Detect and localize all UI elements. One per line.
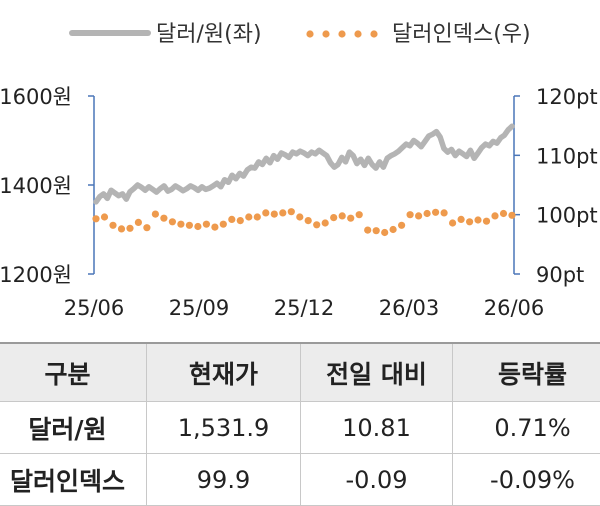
x-axis-tick-label: 25/09 — [169, 296, 230, 320]
dollar-index-point — [92, 215, 99, 222]
dollar-index-point — [441, 209, 448, 216]
column-header: 구분 — [0, 343, 147, 402]
dollar-index-point — [458, 216, 465, 223]
dollar-index-point — [194, 223, 201, 230]
right-axis-tick-label: 110pt — [536, 144, 598, 168]
dollar-index-point — [271, 211, 278, 218]
table-cell: 1,531.9 — [147, 402, 301, 454]
dollar-index-point — [228, 216, 235, 223]
dollar-index-point — [109, 222, 116, 229]
dollar-index-point — [407, 211, 414, 218]
dollar-index-point — [101, 213, 108, 220]
dollar-index-point — [356, 211, 363, 218]
table-cell: -0.09 — [301, 454, 453, 506]
dollar-index-point — [169, 218, 176, 225]
dollar-index-point — [339, 212, 346, 219]
dollar-index-point — [305, 217, 312, 224]
dollar-index-point — [466, 218, 473, 225]
dollar-index-point — [483, 218, 490, 225]
legend-dot — [370, 30, 377, 37]
column-header: 등락률 — [453, 343, 600, 402]
dollar-index-point — [118, 225, 125, 232]
legend-swatch-dollar-index — [306, 30, 377, 37]
dollar-index-point — [313, 221, 320, 228]
column-header: 현재가 — [147, 343, 301, 402]
exchange-rate-chart: 달러/원(좌) 달러인덱스(우) 1200원 1400원 1600원 90pt 100p… — [0, 0, 600, 340]
plot-area — [92, 126, 515, 236]
dollar-index-point — [152, 211, 159, 218]
left-axis-tick-label: 1200원 — [0, 263, 72, 287]
dollar-index-point — [211, 224, 218, 231]
table-cell: 10.81 — [301, 402, 453, 454]
dollar-index-point — [279, 209, 286, 216]
right-axis-tick-label: 90pt — [536, 263, 584, 287]
dollar-index-point — [500, 210, 507, 217]
dollar-index-point — [254, 213, 261, 220]
dollar-index-point — [160, 215, 167, 222]
dollar-index-point — [262, 209, 269, 216]
table-row: 달러인덱스 99.9 -0.09 -0.09% — [0, 454, 600, 506]
left-axis-tick-label: 1400원 — [0, 174, 72, 198]
dollar-index-point — [245, 213, 252, 220]
table-row: 달러/원 1,531.9 10.81 0.71% — [0, 402, 600, 454]
dollar-index-point — [373, 227, 380, 234]
dollar-index-point — [143, 224, 150, 231]
dollar-index-point — [474, 216, 481, 223]
dollar-index-point — [135, 219, 142, 226]
legend-dot — [338, 30, 345, 37]
right-axis-tick-label: 120pt — [536, 85, 598, 109]
table-header-row: 구분 현재가 전일 대비 등락률 — [0, 343, 600, 402]
right-axis-tick-label: 100pt — [536, 204, 598, 228]
column-header: 전일 대비 — [301, 343, 453, 402]
dollar-index-point — [186, 222, 193, 229]
dollar-index-point — [364, 227, 371, 234]
legend-dot — [322, 30, 329, 37]
row-label: 달러인덱스 — [0, 454, 147, 506]
dollar-index-point — [415, 212, 422, 219]
row-label: 달러/원 — [0, 402, 147, 454]
legend-label-dollar-index: 달러인덱스(우) — [392, 22, 531, 47]
usdkrw-series-line — [96, 126, 512, 202]
summary-table: 구분 현재가 전일 대비 등락률 달러/원 1,531.9 10.81 0.71… — [0, 342, 600, 506]
x-axis-tick-label: 25/06 — [64, 296, 125, 320]
left-axis-tick-label: 1600원 — [0, 85, 72, 109]
dollar-index-point — [508, 212, 515, 219]
dollar-index-point — [322, 219, 329, 226]
legend-label-usdkrw: 달러/원(좌) — [156, 22, 262, 47]
dollar-index-point — [288, 208, 295, 215]
legend-dot — [306, 30, 313, 37]
dollar-index-point — [449, 219, 456, 226]
table-cell: -0.09% — [453, 454, 600, 506]
dollar-index-point — [237, 217, 244, 224]
x-axis-tick-label: 26/06 — [484, 296, 545, 320]
dollar-index-point — [126, 225, 133, 232]
dollar-index-point — [390, 226, 397, 233]
legend-dot — [354, 30, 361, 37]
table-cell: 0.71% — [453, 402, 600, 454]
axes: 1200원 1400원 1600원 90pt 100pt 110pt 120pt 25/06 2… — [0, 85, 598, 320]
dollar-index-point — [432, 209, 439, 216]
dollar-index-point — [491, 212, 498, 219]
x-axis-tick-label: 26/03 — [379, 296, 440, 320]
dollar-index-point — [381, 229, 388, 236]
dollar-index-point — [398, 222, 405, 229]
table-cell: 99.9 — [147, 454, 301, 506]
dollar-index-point — [424, 210, 431, 217]
dollar-index-point — [177, 221, 184, 228]
dollar-index-point — [203, 221, 210, 228]
legend: 달러/원(좌) 달러인덱스(우) — [72, 22, 531, 47]
dollar-index-point — [220, 221, 227, 228]
dollar-index-point — [347, 215, 354, 222]
x-axis-tick-label: 25/12 — [274, 296, 335, 320]
dollar-index-point — [330, 214, 337, 221]
dollar-index-point — [296, 213, 303, 220]
